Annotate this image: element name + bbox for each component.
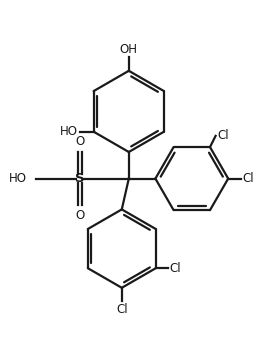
Text: O: O bbox=[75, 210, 85, 222]
Text: Cl: Cl bbox=[170, 262, 181, 275]
Text: S: S bbox=[75, 172, 85, 185]
Text: HO: HO bbox=[60, 125, 78, 138]
Text: HO: HO bbox=[9, 172, 27, 185]
Text: Cl: Cl bbox=[217, 129, 229, 142]
Text: Cl: Cl bbox=[116, 303, 128, 316]
Text: O: O bbox=[75, 135, 85, 148]
Text: Cl: Cl bbox=[242, 172, 254, 185]
Text: OH: OH bbox=[120, 43, 138, 56]
